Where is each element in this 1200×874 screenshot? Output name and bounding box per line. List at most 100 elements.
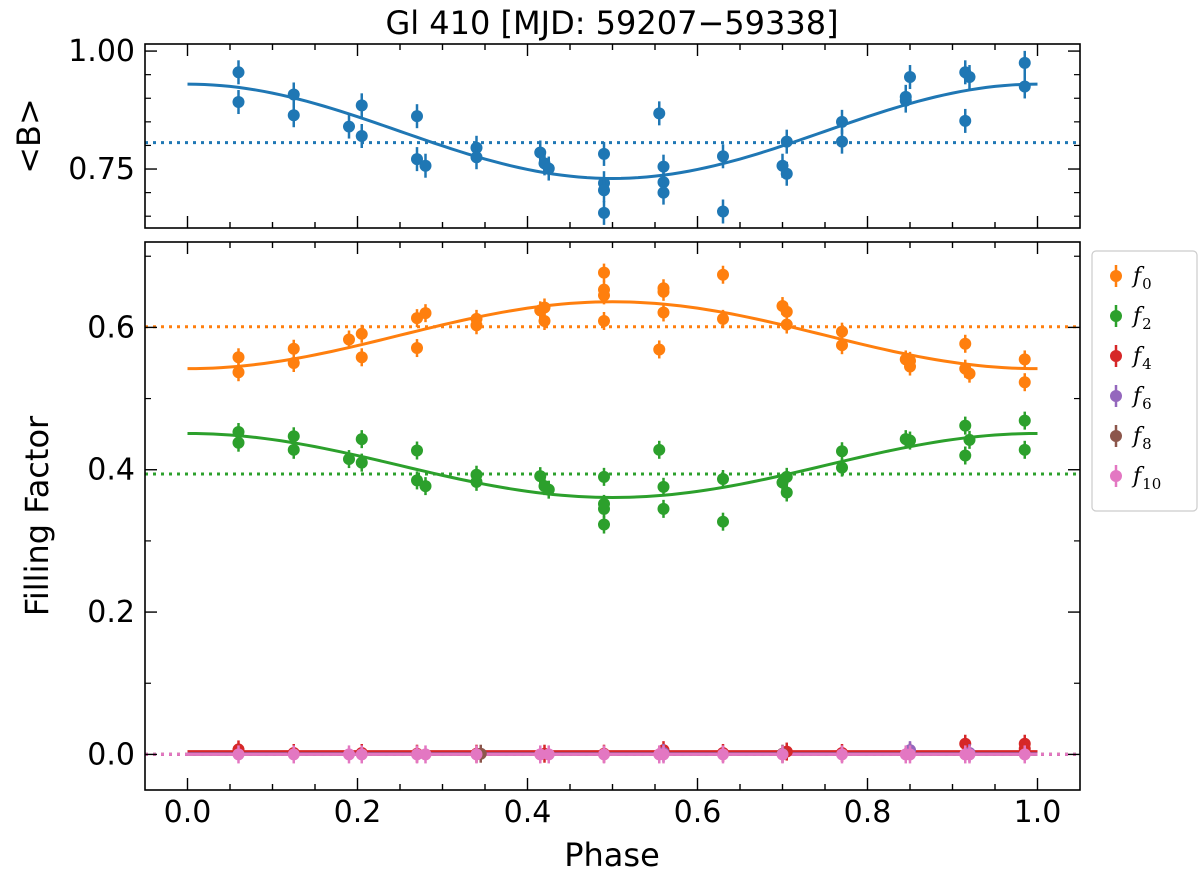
f0-data-point [355,327,368,340]
legend-subscript: 6 [1142,395,1152,413]
f0-data-point [470,319,483,332]
f2-data-point [470,475,483,488]
f0-data-point [780,318,793,331]
f10-data-point [717,748,729,761]
b-data-point [542,162,555,175]
f0-data-point [963,367,976,380]
b-data-point [598,184,610,197]
legend-subscript: 2 [1142,315,1152,333]
f2-data-point [904,434,916,447]
f0-data-point [904,360,916,373]
f2-data-point [959,449,972,462]
b-data-point [598,206,610,219]
legend-subscript: 10 [1142,475,1161,493]
b-data-point [653,107,666,120]
f2-data-point [232,426,245,439]
b-data-point [470,151,483,164]
f10-data-point [542,748,555,761]
f2-data-point [1018,443,1031,456]
f0-data-point [836,339,848,352]
f0-data-point [717,312,729,325]
f10-data-point [287,748,300,761]
f2-fit-curve [187,431,1038,500]
y-tick-label: 0.0 [87,737,135,772]
b-data-point [904,71,916,84]
top-panel-fit-curves [187,82,1038,180]
f2-data-point [598,470,610,483]
f10-data-point [232,748,245,761]
f0-data-point [598,266,610,279]
f0-data-point [1018,376,1031,389]
f0-data-point [232,351,245,364]
f0-data-point [653,343,666,356]
top-panel-y-axis-label: <B> [10,98,48,174]
top-panel-ticks [145,44,1080,228]
f0-data-point [836,325,848,338]
b-data-point [411,153,423,166]
legend-subscript: 8 [1142,435,1152,453]
f2-data-point [657,502,670,515]
f2-data-point [355,433,368,446]
b-data-point [717,150,729,163]
b-data-point [287,109,300,122]
legend-marker [1110,310,1122,322]
f2-data-point [419,480,432,493]
f10-data-point [470,748,483,761]
f0-fit-curve [187,300,1038,371]
bottom-panel-data-points [232,263,1031,764]
magnetic-field-panel: 0.75 1.00 <B> [10,34,1081,229]
x-tick-label: 0.8 [844,795,892,830]
f10-data-point [343,748,355,761]
legend-marker [1110,350,1122,362]
f2-data-point [232,436,245,449]
x-tick-label: 0.6 [674,795,722,830]
f2-data-point [355,456,368,469]
b-data-point [411,110,423,123]
f0-data-point [287,342,300,355]
f0-data-point [780,305,793,318]
b-data-point [598,147,610,160]
x-tick-label: 1.0 [1014,795,1062,830]
legend-subscript: 0 [1142,275,1152,293]
b-data-point [355,130,368,142]
chart-title: Gl 410 [MJD: 59207−59338] [385,4,838,42]
f0-data-point [598,314,610,327]
f10-data-point [419,748,432,761]
b-data-point [343,120,355,133]
x-tick-label: 0.0 [164,795,212,830]
b-data-point [1018,80,1031,93]
b-data-point [899,90,912,103]
f0-data-point [343,333,355,346]
f10-data-point [963,748,976,761]
b-data-point [419,159,432,172]
f0-data-point [717,268,729,281]
f10-data-point [836,748,848,761]
f0-data-point [657,306,670,319]
b-data-point [959,114,972,127]
bottom-panel-fit-curves [187,300,1038,756]
f2-data-point [343,453,355,466]
b-data-point [963,71,976,84]
y-tick-label: 0.4 [87,453,135,488]
f2-data-point [836,461,848,474]
f2-data-point [657,480,670,493]
legend-marker [1110,270,1122,282]
f2-data-point [780,486,793,499]
f0-data-point [232,366,245,379]
y-tick-label: 0.75 [68,152,135,187]
b-fit-curve [187,82,1038,180]
f2-data-point [411,444,423,457]
legend-subscript: 4 [1142,355,1152,373]
y-tick-label: 1.00 [68,34,135,69]
x-axis-label: Phase [564,836,660,874]
top-panel-data-points [232,50,1031,225]
f0-data-point [355,351,368,364]
legend-marker [1110,430,1122,442]
top-panel-y-tick-labels: 0.75 1.00 [68,34,135,187]
f2-data-point [598,518,610,531]
x-tick-label: 0.4 [504,795,552,830]
y-tick-label: 0.2 [87,595,135,630]
b-data-point [1018,56,1031,69]
